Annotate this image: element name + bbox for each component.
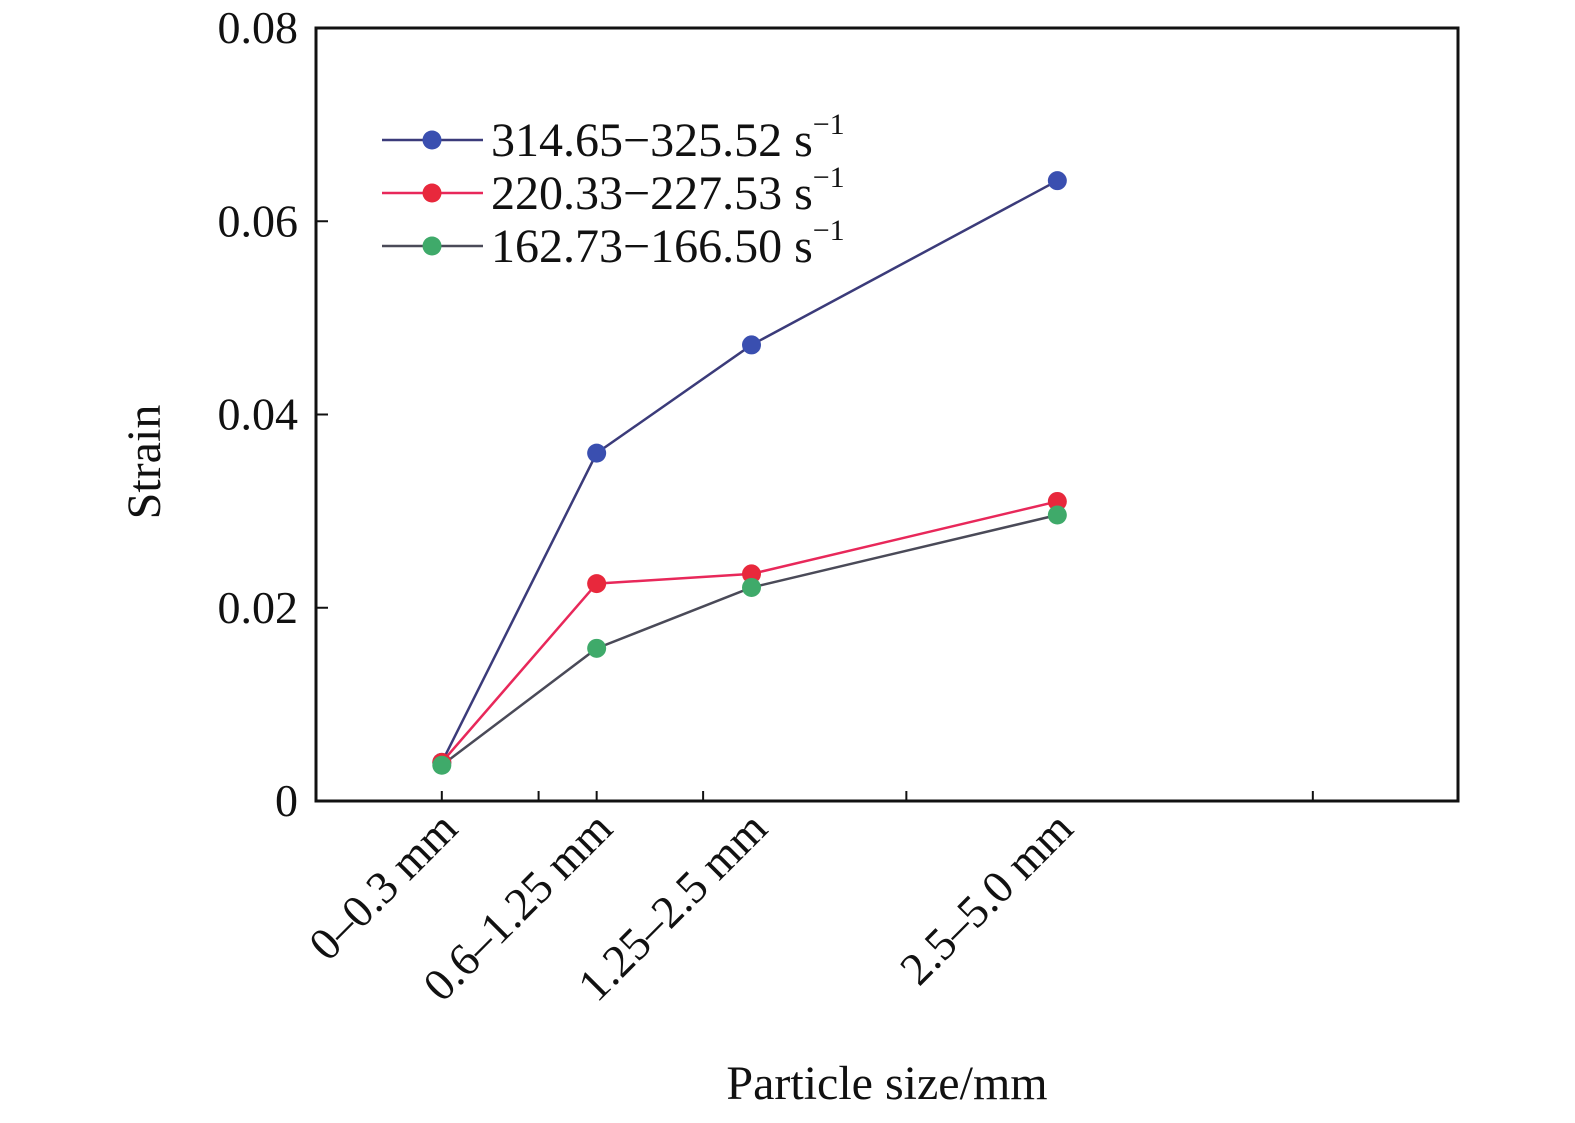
legend-marker — [422, 130, 442, 150]
data-point — [742, 564, 762, 584]
y-tick-label: 0.06 — [218, 195, 299, 246]
data-point — [1047, 171, 1067, 191]
legend-marker — [422, 236, 442, 256]
series-line — [440, 179, 1058, 763]
y-tick-label: 0 — [275, 775, 298, 826]
x-axis: 0–0.3 mm0.6–1.25 mm1.25–2.5 mm 2.5–5.0 mm — [299, 791, 1314, 1011]
data-point — [432, 755, 452, 775]
y-tick-label: 0.04 — [218, 389, 299, 440]
series-line — [441, 513, 1058, 767]
y-tick-label: 0.02 — [218, 582, 299, 633]
data-point — [742, 577, 762, 597]
y-axis-title: Strain — [118, 405, 171, 520]
plot-frame — [314, 26, 1460, 803]
data-point — [742, 335, 762, 355]
data-point — [587, 638, 607, 658]
data-point — [1047, 505, 1067, 525]
data-point — [587, 443, 607, 463]
legend-label: 162.73−166.50 s−1 — [491, 214, 845, 273]
legend-marker — [422, 183, 442, 203]
x-axis-title: Particle size/mm — [726, 1057, 1047, 1110]
series-layer — [432, 171, 1067, 775]
data-point — [1047, 491, 1067, 511]
legend-label: 220.33−227.53 s−1 — [491, 161, 845, 220]
data-point — [587, 574, 607, 594]
y-tick-label: 0.08 — [218, 2, 299, 53]
y-axis: 0 0.02 0.04 0.06 0.08 — [218, 2, 328, 826]
x-tick-label: 2.5–5.0 mm — [890, 802, 1083, 995]
series-line — [440, 500, 1058, 764]
legend-label: 314.65−325.52 s−1 — [491, 108, 845, 167]
